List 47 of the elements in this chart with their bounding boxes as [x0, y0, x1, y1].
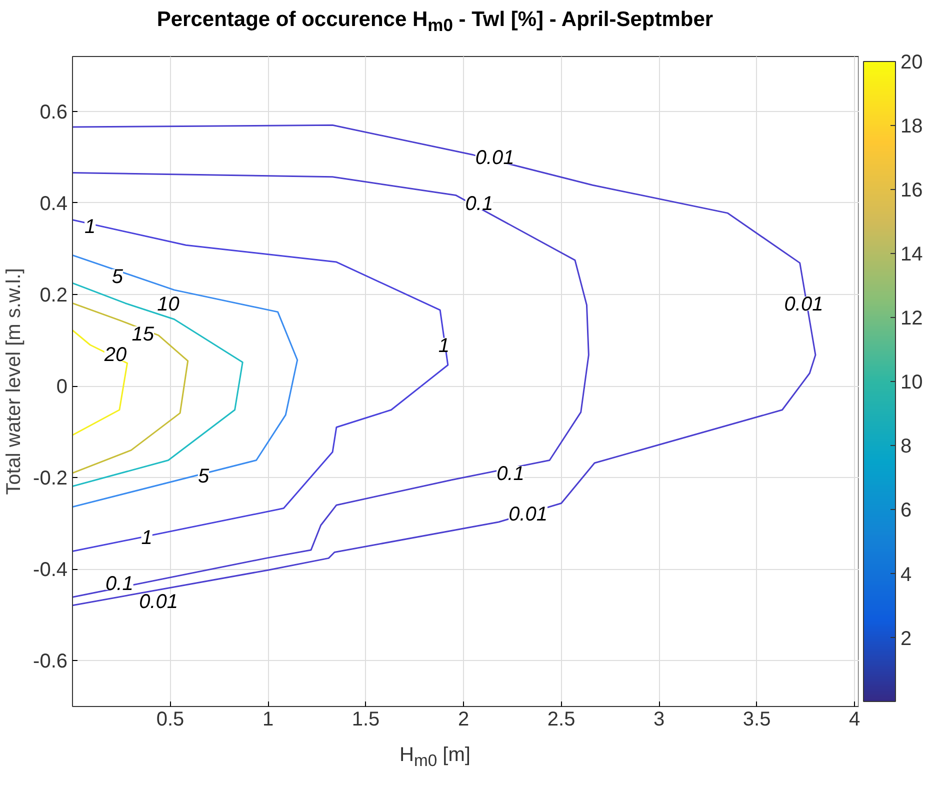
x-tick-label: 0.5 [156, 708, 184, 730]
annotation: 0.01 [508, 503, 548, 526]
y-tick-label: -0.4 [33, 559, 68, 582]
annotation: 20 [103, 344, 127, 366]
annotation: 1 [84, 216, 96, 238]
color-bar-label: 10 [900, 372, 923, 394]
color-bar-label: 4 [900, 564, 912, 586]
x-tick-label: 1 [262, 708, 274, 730]
annotation: 15 [132, 323, 155, 346]
annotation: 0.01 [475, 147, 514, 170]
color-bar-label: 20 [900, 52, 923, 74]
line-series [72, 254, 298, 508]
annotation: 1 [141, 527, 152, 550]
color-bar-label: 12 [900, 308, 923, 330]
color-bar-label: 16 [900, 180, 923, 202]
x-tick-label: 3.5 [742, 708, 771, 730]
x-tick-label: 3 [654, 708, 665, 730]
annotation: 0.01 [784, 294, 824, 316]
x-tick-label: 2 [458, 708, 470, 730]
annotation: 5 [198, 465, 210, 488]
y-tick-label: 0.6 [40, 101, 68, 124]
annotation: 0.1 [106, 572, 134, 595]
y-tick-label: 0.4 [40, 192, 68, 215]
color-bar-label: 2 [900, 628, 912, 650]
y-tick-label: -0.2 [33, 468, 68, 490]
annotation: 0.1 [465, 192, 494, 215]
y-axis-title: Total water level [m s.w.l.] [3, 268, 26, 495]
y-tick-label: 0 [56, 376, 68, 398]
annotation: 1 [438, 334, 450, 357]
annotation: 5 [112, 266, 124, 288]
x-axis-title: H$_{m0}$ [m] [400, 743, 470, 772]
annotation: 0.1 [496, 463, 524, 486]
chart-title: Percentage of occurence H$_{m0}$ - Twl [%] - April-Septmber [156, 7, 714, 38]
color-bar-label: 6 [900, 500, 912, 522]
color-bar-label: 14 [900, 244, 923, 266]
x-tick-label: 2.5 [547, 708, 576, 730]
line-series [72, 329, 128, 436]
line-series [72, 282, 244, 488]
line-series [72, 219, 449, 552]
x-tick-label: 1.5 [352, 708, 380, 730]
x-tick-label: 4 [849, 708, 860, 730]
color-bar-label: 8 [900, 436, 912, 458]
annotation: 10 [157, 294, 180, 316]
y-tick-label: 0.2 [40, 284, 68, 307]
color-bar-label: 18 [900, 116, 923, 138]
y-tick-label: -0.6 [33, 650, 68, 673]
annotation: 0.01 [139, 591, 178, 614]
